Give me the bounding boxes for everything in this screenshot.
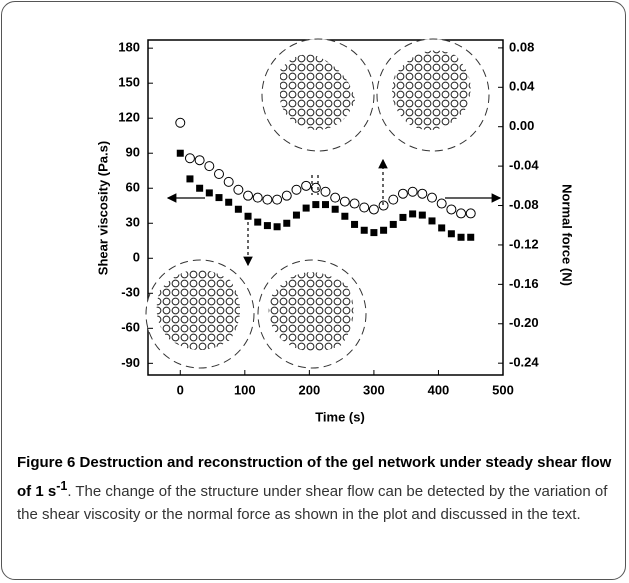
data-point — [253, 193, 262, 202]
y2-tick-label: -0.16 — [509, 276, 539, 291]
x-tick-label: 300 — [363, 382, 385, 397]
data-point — [331, 193, 340, 202]
data-point — [389, 195, 398, 204]
caption-superscript: -1 — [56, 479, 67, 493]
data-point — [311, 183, 320, 192]
data-point — [195, 156, 204, 165]
data-point — [254, 219, 261, 226]
y-tick-label: -90 — [121, 355, 140, 370]
x-tick-label: 100 — [234, 382, 256, 397]
data-point — [409, 210, 416, 217]
data-point — [263, 195, 272, 204]
data-point — [245, 213, 252, 220]
y2-tick-label: 0.00 — [509, 118, 534, 133]
data-point — [448, 230, 455, 237]
page: Time (s) Shear viscosity (Pa.s) Normal f… — [0, 0, 629, 583]
data-point — [206, 189, 213, 196]
x-tick-label: 400 — [428, 382, 450, 397]
data-point — [428, 193, 437, 202]
y-tick-label: 120 — [118, 110, 140, 125]
data-point — [360, 203, 369, 212]
y2-tick-label: -0.24 — [509, 355, 539, 370]
x-tick-label: 500 — [492, 382, 514, 397]
data-point — [437, 199, 446, 208]
data-point — [196, 185, 203, 192]
data-point — [292, 185, 301, 194]
data-point — [361, 227, 368, 234]
y2-tick-label: 0.08 — [509, 39, 534, 54]
x-tick-label: 0 — [177, 382, 184, 397]
y-tick-label: 150 — [118, 75, 140, 90]
y2-axis-label: Normal force (N) — [560, 184, 575, 286]
caption-label: Figure 6 — [17, 454, 75, 471]
data-point — [283, 220, 290, 227]
data-point — [177, 150, 184, 157]
data-point — [302, 181, 311, 190]
data-point — [447, 205, 456, 214]
caption-text: . The change of the structure under shea… — [17, 483, 607, 524]
data-point — [457, 209, 466, 218]
data-point — [380, 227, 387, 234]
y2-tick-label: -0.12 — [509, 236, 539, 251]
y-tick-label: 180 — [118, 40, 140, 55]
data-point — [216, 194, 223, 201]
data-point — [186, 175, 193, 182]
y-tick-label: 90 — [126, 145, 140, 160]
chart: Time (s) Shear viscosity (Pa.s) Normal f… — [0, 0, 629, 440]
data-point — [467, 234, 474, 241]
data-point — [176, 118, 185, 127]
y2-tick-label: -0.08 — [509, 197, 539, 212]
data-point — [398, 189, 407, 198]
data-point — [225, 199, 232, 206]
data-point — [303, 205, 310, 212]
y-tick-label: -60 — [121, 320, 140, 335]
data-point — [341, 213, 348, 220]
data-point — [408, 187, 417, 196]
data-point — [244, 191, 253, 200]
data-point — [293, 212, 300, 219]
data-point — [369, 205, 378, 214]
data-point — [418, 189, 427, 198]
data-point — [370, 229, 377, 236]
caption: Figure 6 Destruction and reconstruction … — [17, 451, 617, 527]
data-point — [312, 201, 319, 208]
y2-tick-label: -0.04 — [509, 158, 539, 173]
data-point — [273, 195, 282, 204]
data-point — [399, 214, 406, 221]
data-point — [350, 199, 359, 208]
data-point — [340, 197, 349, 206]
x-axis-label: Time (s) — [315, 409, 365, 424]
y2-tick-label: 0.04 — [509, 79, 535, 94]
y-tick-label: 0 — [133, 250, 140, 265]
data-point — [224, 177, 233, 186]
data-point — [205, 162, 214, 171]
y-tick-label: 30 — [126, 215, 140, 230]
data-point — [390, 221, 397, 228]
data-point — [466, 209, 475, 218]
data-point — [458, 234, 465, 241]
data-point — [234, 185, 243, 194]
data-point — [351, 221, 358, 228]
data-point — [215, 170, 224, 179]
y-tick-label: 60 — [126, 180, 140, 195]
data-point — [438, 224, 445, 231]
data-point — [429, 217, 436, 224]
data-point — [419, 212, 426, 219]
y-axis-label: Shear viscosity (Pa.s) — [95, 141, 110, 275]
data-point — [264, 222, 271, 229]
y-tick-label: -30 — [121, 285, 140, 300]
y2-tick-label: -0.20 — [509, 315, 539, 330]
data-point — [332, 206, 339, 213]
x-tick-label: 200 — [299, 382, 321, 397]
data-point — [235, 206, 242, 213]
data-point — [321, 187, 330, 196]
data-point — [274, 223, 281, 230]
data-point — [322, 201, 329, 208]
data-point — [185, 154, 194, 163]
data-point — [282, 191, 291, 200]
